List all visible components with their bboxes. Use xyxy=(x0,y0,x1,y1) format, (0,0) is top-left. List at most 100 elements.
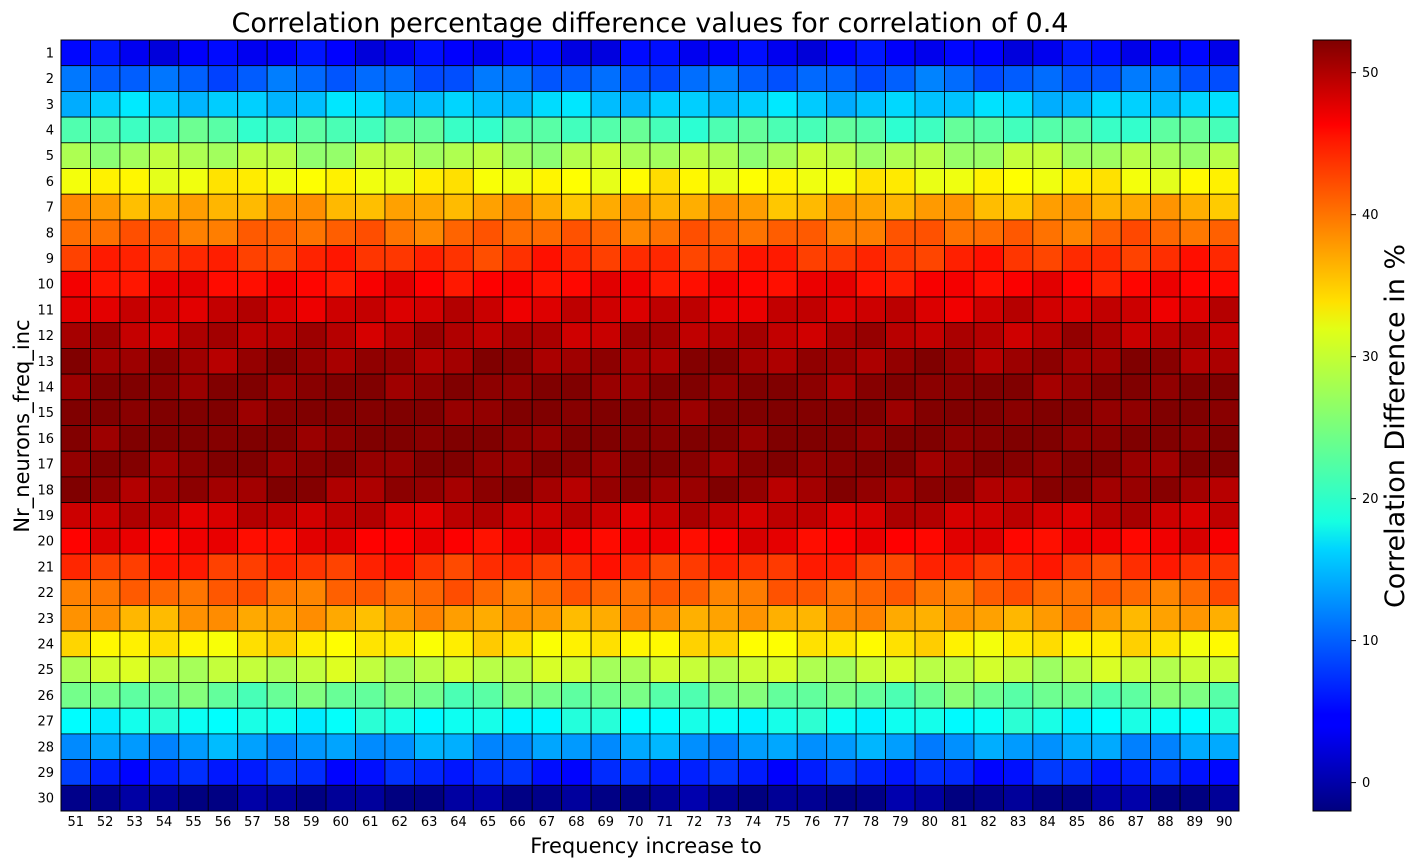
heatmap-cell xyxy=(207,116,239,144)
heatmap-cell xyxy=(679,245,710,272)
heatmap-cell xyxy=(1032,116,1063,144)
heatmap-cell xyxy=(384,425,415,452)
heatmap-cell xyxy=(148,784,180,812)
heatmap-cell xyxy=(1032,219,1063,246)
heatmap-cell xyxy=(1150,193,1181,221)
x-tick-label: 88 xyxy=(1157,815,1174,830)
heatmap-cell xyxy=(649,630,680,658)
heatmap-cell xyxy=(1032,65,1063,92)
heatmap-cell xyxy=(119,142,150,169)
heatmap-cell xyxy=(119,784,150,812)
heatmap-cell xyxy=(355,605,386,632)
heatmap-cell xyxy=(649,322,680,349)
heatmap-cell xyxy=(796,553,828,581)
heatmap-cell xyxy=(119,347,150,375)
x-tick-label: 78 xyxy=(863,815,880,830)
heatmap-cell xyxy=(1091,116,1122,144)
heatmap-cell xyxy=(826,91,857,118)
heatmap-cell xyxy=(1179,270,1210,298)
heatmap-cell xyxy=(737,605,769,632)
heatmap-cell xyxy=(1061,347,1093,375)
heatmap-cell xyxy=(296,630,327,658)
heatmap-cell xyxy=(649,347,680,375)
heatmap-cell xyxy=(266,682,297,709)
heatmap-cell xyxy=(296,425,327,452)
heatmap-cell xyxy=(737,373,769,401)
heatmap-cell xyxy=(1209,630,1240,658)
x-tick-label: 77 xyxy=(833,815,850,830)
heatmap-cell xyxy=(443,399,474,426)
heatmap-cell xyxy=(620,322,651,349)
heatmap-cell xyxy=(355,579,386,606)
heatmap-cell xyxy=(561,347,592,375)
heatmap-cell xyxy=(1091,296,1122,324)
heatmap-cell xyxy=(325,270,356,298)
heatmap-cell xyxy=(266,168,297,195)
heatmap-cell xyxy=(237,733,268,761)
heatmap-cell xyxy=(1209,527,1240,555)
heatmap-cell xyxy=(1032,399,1063,426)
heatmap-cell xyxy=(355,784,386,812)
heatmap-cell xyxy=(855,296,887,324)
heatmap-cell xyxy=(355,450,386,478)
heatmap-cell xyxy=(914,682,945,709)
heatmap-cell xyxy=(1091,605,1122,632)
heatmap-cell xyxy=(443,116,474,144)
heatmap-cell xyxy=(355,656,386,683)
heatmap-cell xyxy=(148,425,180,452)
heatmap-cell xyxy=(207,373,239,401)
heatmap-cell xyxy=(1061,630,1093,658)
heatmap-cell xyxy=(855,39,887,67)
heatmap-cell xyxy=(885,553,916,581)
heatmap-cell xyxy=(384,373,415,401)
heatmap-cell xyxy=(944,347,975,375)
heatmap-cell xyxy=(413,193,445,221)
heatmap-cell xyxy=(1091,784,1122,812)
heatmap-cell xyxy=(708,322,739,349)
heatmap-cell xyxy=(531,91,563,118)
heatmap-cell xyxy=(826,39,857,67)
heatmap-cell xyxy=(237,116,268,144)
heatmap-cell xyxy=(679,168,710,195)
heatmap-cell xyxy=(502,219,533,246)
heatmap-cell xyxy=(148,553,180,581)
heatmap-cell xyxy=(1209,91,1240,118)
heatmap-cell xyxy=(679,733,710,761)
heatmap-cell xyxy=(1209,373,1240,401)
heatmap-cell xyxy=(620,142,651,169)
heatmap-cell xyxy=(60,142,91,169)
y-tick-label: 8 xyxy=(46,226,54,241)
heatmap-cell xyxy=(855,759,887,786)
heatmap-cell xyxy=(561,270,592,298)
heatmap-cell xyxy=(826,193,857,221)
heatmap-cell xyxy=(90,605,121,632)
heatmap-cell xyxy=(620,270,651,298)
heatmap-cell xyxy=(266,553,297,581)
heatmap-cell xyxy=(708,347,739,375)
heatmap-cell xyxy=(796,245,828,272)
heatmap-cell xyxy=(1032,579,1063,606)
heatmap-cell xyxy=(325,399,356,426)
heatmap-cell xyxy=(914,91,945,118)
heatmap-cell xyxy=(1179,502,1210,529)
heatmap-cell xyxy=(796,39,828,67)
heatmap-cell xyxy=(148,91,180,118)
heatmap-cell xyxy=(1179,142,1210,169)
heatmap-cell xyxy=(944,579,975,606)
heatmap-cell xyxy=(737,193,769,221)
heatmap-cell xyxy=(649,656,680,683)
heatmap-cell xyxy=(826,450,857,478)
heatmap-cell xyxy=(885,39,916,67)
heatmap-cell xyxy=(355,65,386,92)
heatmap-cell xyxy=(737,168,769,195)
heatmap-cell xyxy=(826,502,857,529)
heatmap-cell xyxy=(266,476,297,503)
heatmap-cell xyxy=(355,322,386,349)
heatmap-cell xyxy=(178,733,209,761)
heatmap-cell xyxy=(148,759,180,786)
heatmap-cell xyxy=(266,579,297,606)
heatmap-cell xyxy=(767,296,798,324)
heatmap-cell xyxy=(1003,245,1034,272)
heatmap-cell xyxy=(944,270,975,298)
heatmap-cell xyxy=(60,296,91,324)
